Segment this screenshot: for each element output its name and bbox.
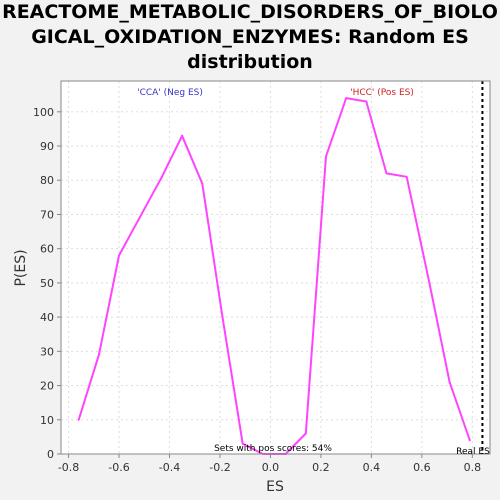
data-point [118, 254, 121, 257]
data-point [468, 439, 471, 442]
data-point [405, 175, 408, 178]
data-point [241, 442, 244, 445]
x-tick-label: 0.4 [363, 461, 381, 474]
x-tick-label: -0.6 [108, 461, 129, 474]
grid [61, 81, 490, 455]
chart-title-line-3: distribution [187, 51, 313, 73]
chart-title-line-2: GICAL_OXIDATION_ENZYMES: Random ES [31, 26, 469, 48]
data-point [77, 418, 80, 421]
axes: 0 10 20 30 40 50 60 70 80 90 100 -0.8 -0.6 -0.4 -0.2 0.… [33, 106, 481, 474]
x-tick-label: -0.2 [209, 461, 230, 474]
x-tick-label: 0.2 [312, 461, 330, 474]
real-es-label: Real ES [456, 447, 490, 457]
x-tick-label: -0.4 [159, 461, 180, 474]
y-tick-label: 70 [40, 208, 54, 221]
x-tick-label: 0.0 [262, 461, 280, 474]
data-point [97, 353, 100, 356]
y-tick-label: 10 [40, 414, 54, 427]
y-tick-label: 30 [40, 345, 54, 358]
data-point [201, 182, 204, 185]
data-point [304, 432, 307, 435]
x-tick-label: 0.8 [464, 461, 482, 474]
y-tick-label: 60 [40, 243, 54, 256]
data-point [428, 281, 431, 284]
data-point [181, 134, 184, 137]
annotation-neg-es: 'CCA' (Neg ES) [137, 88, 203, 98]
y-axis-label: P(ES) [13, 249, 29, 286]
y-tick-label: 40 [40, 311, 54, 324]
plot-background [61, 81, 490, 454]
y-tick-label: 80 [40, 174, 54, 187]
y-tick-label: 100 [33, 106, 54, 119]
data-point [345, 97, 348, 100]
chart-title: REACTOME_METABOLIC_DISORDERS_OF_BIOLO GI… [0, 0, 500, 75]
data-point [385, 172, 388, 175]
annotation-pos-scores: Sets with pos scores: 54% [214, 444, 332, 454]
chart-title-line-1: REACTOME_METABOLIC_DISORDERS_OF_BIOLO [2, 1, 498, 23]
x-tick-label: -0.8 [58, 461, 79, 474]
x-axis-label: ES [266, 479, 284, 495]
data-point [160, 175, 163, 178]
y-tick-label: 20 [40, 380, 54, 393]
annotation-pos-es: 'HCC' (Pos ES) [350, 88, 414, 98]
y-tick-label: 50 [40, 277, 54, 290]
data-point [324, 155, 327, 158]
data-point [365, 100, 368, 103]
y-tick-label: 90 [40, 140, 54, 153]
x-tick-label: 0.6 [413, 461, 431, 474]
y-tick-label: 0 [47, 448, 54, 461]
data-point [221, 316, 224, 319]
data-point [448, 381, 451, 384]
plot-frame [60, 80, 491, 455]
